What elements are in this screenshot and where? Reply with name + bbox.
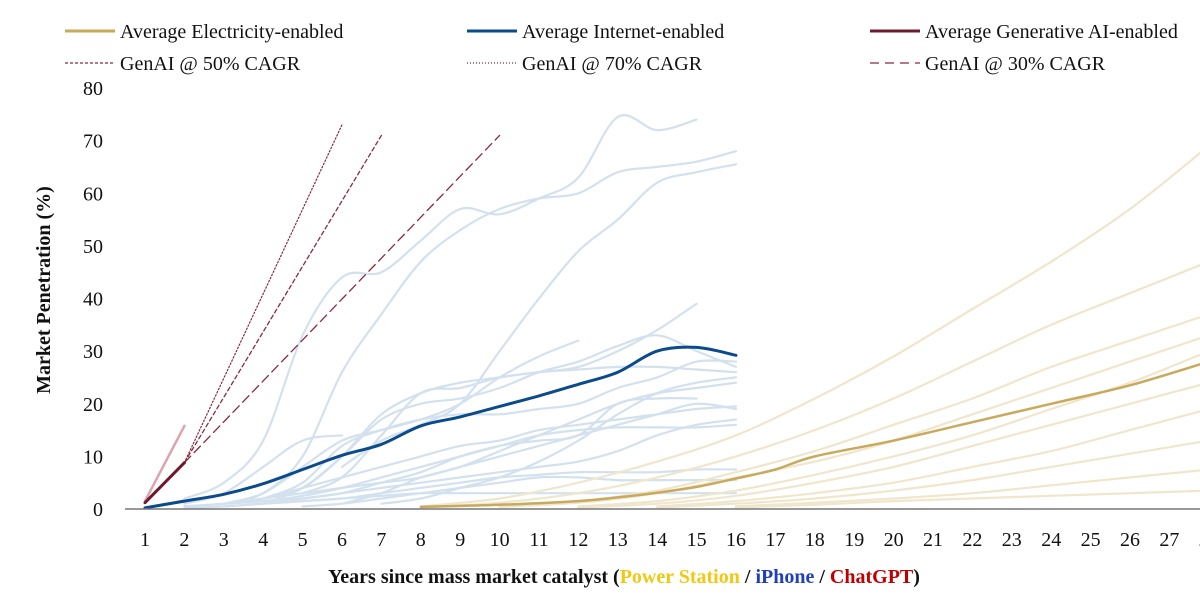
x-tick-label: 9 (455, 529, 465, 551)
electricity-bg-line-35 (734, 469, 1200, 508)
y-tick-label: 30 (83, 341, 103, 363)
x-tick-label: 27 (1159, 529, 1179, 551)
x-tick-label: 1 (140, 529, 150, 551)
x-tick-label: 25 (1081, 529, 1101, 551)
x-tick-label: 11 (529, 529, 548, 551)
legend: Average Electricity-enabled Average Inter… (65, 21, 1178, 75)
x-tick-label: 26 (1120, 529, 1140, 551)
x-tick-label: 14 (647, 529, 667, 551)
x-axis-label-part: iPhone (755, 566, 814, 588)
y-tick-label: 80 (83, 78, 103, 100)
electricity-bg-line-29 (498, 316, 1200, 508)
x-tick-label: 21 (923, 529, 943, 551)
x-tick-label: 2 (179, 529, 189, 551)
legend-item: Average Electricity-enabled (65, 21, 343, 43)
y-tick-label: 70 (83, 131, 103, 153)
legend-item: Average Generative AI-enabled (870, 21, 1178, 43)
background-series-layer (143, 114, 1200, 510)
legend-label: Average Generative AI-enabled (925, 21, 1178, 43)
x-axis-label: Years since mass market catalyst (Power … (328, 566, 920, 588)
x-axis-label-part: Years since mass market catalyst ( (328, 566, 620, 588)
x-tick-label: 12 (568, 529, 588, 551)
legend-label: GenAI @ 50% CAGR (120, 53, 301, 75)
avg-genai-line-2 (143, 461, 186, 505)
internet-bg-line-16 (262, 359, 738, 500)
x-axis-label-part: / (814, 566, 830, 588)
avg-internet-line-1 (143, 345, 738, 510)
legend-item: GenAI @ 70% CAGR (467, 53, 703, 75)
internet-bg-line-25 (340, 381, 738, 505)
legend-item: GenAI @ 50% CAGR (65, 53, 301, 75)
x-tick-label: 22 (962, 529, 982, 551)
y-tick-label: 60 (83, 183, 103, 205)
legend-label: GenAI @ 70% CAGR (522, 53, 703, 75)
y-tick-label: 0 (93, 499, 103, 521)
x-axis-label-part: / (740, 566, 756, 588)
legend-label: Average Internet-enabled (522, 21, 724, 43)
y-tick-label: 50 (83, 236, 103, 258)
x-tick-label: 6 (337, 529, 347, 551)
x-axis-label-part: ) (913, 566, 920, 588)
main-series-layer (143, 124, 1200, 510)
x-tick-label: 3 (219, 529, 229, 551)
internet-bg-line-17 (222, 405, 738, 505)
y-axis-label: Market Penetration (%) (33, 186, 55, 394)
x-tick-label: 13 (608, 529, 628, 551)
x-tick-label: 19 (844, 529, 864, 551)
x-tick-label: 28 (1199, 529, 1200, 551)
internet-bg-line-9 (222, 150, 738, 505)
x-tick-label: 10 (490, 529, 510, 551)
x-tick-label: 24 (1041, 529, 1061, 551)
internet-bg-line-10 (340, 163, 738, 468)
y-tick-label: 40 (83, 289, 103, 311)
avg-electricity-line-0 (419, 363, 1200, 509)
legend-label: GenAI @ 30% CAGR (925, 53, 1106, 75)
cagr50-line-3 (183, 134, 383, 464)
x-tick-label: 7 (376, 529, 386, 551)
cagr70-line-4 (183, 124, 343, 464)
y-tick-label: 10 (83, 446, 103, 468)
genai-bg-line-6 (143, 424, 186, 503)
legend-label: Average Electricity-enabled (120, 21, 343, 43)
internet-bg-line-21 (262, 418, 738, 505)
electricity-bg-line-36 (734, 489, 1200, 509)
legend-item: GenAI @ 30% CAGR (870, 53, 1106, 75)
x-tick-label: 8 (416, 529, 426, 551)
electricity-bg-line-34 (656, 440, 1200, 509)
legend-item: Average Internet-enabled (467, 21, 724, 43)
electricity-bg-line-33 (656, 410, 1200, 508)
electricity-bg-line-32 (577, 383, 1200, 509)
x-tick-label: 4 (258, 529, 268, 551)
internet-bg-line-23 (301, 475, 738, 508)
x-tick-label: 15 (687, 529, 707, 551)
x-tick-label: 18 (805, 529, 825, 551)
x-tick-label: 23 (1002, 529, 1022, 551)
x-tick-label: 17 (765, 529, 785, 551)
x-axis-label-part: Power Station (620, 566, 740, 588)
internet-bg-line-26 (380, 376, 738, 505)
x-tick-label: 5 (298, 529, 308, 551)
internet-bg-line-8 (183, 114, 698, 500)
x-axis-label-part: ChatGPT (830, 566, 914, 588)
y-tick-label: 20 (83, 394, 103, 416)
electricity-bg-line-28 (419, 264, 1200, 509)
cagr30-line-5 (183, 134, 501, 464)
electricity-bg-line-27 (419, 151, 1200, 508)
x-tick-label: 20 (884, 529, 904, 551)
x-tick-label: 16 (726, 529, 746, 551)
